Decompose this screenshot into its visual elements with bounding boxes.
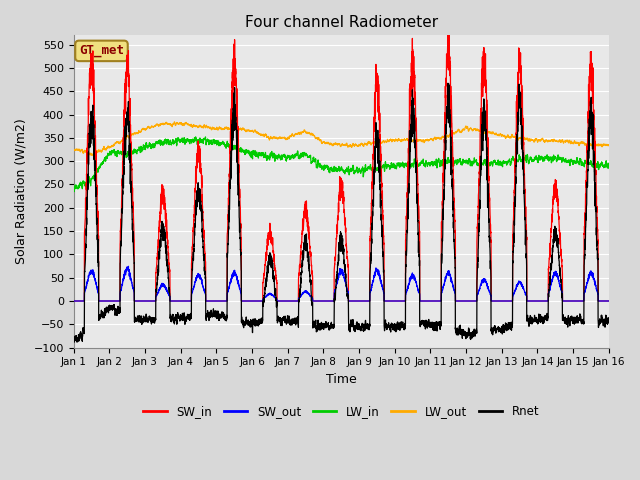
Y-axis label: Solar Radiation (W/m2): Solar Radiation (W/m2) [15, 119, 28, 264]
X-axis label: Time: Time [326, 373, 356, 386]
Title: Four channel Radiometer: Four channel Radiometer [244, 15, 438, 30]
Legend: SW_in, SW_out, LW_in, LW_out, Rnet: SW_in, SW_out, LW_in, LW_out, Rnet [138, 400, 544, 423]
Text: GT_met: GT_met [79, 44, 124, 58]
